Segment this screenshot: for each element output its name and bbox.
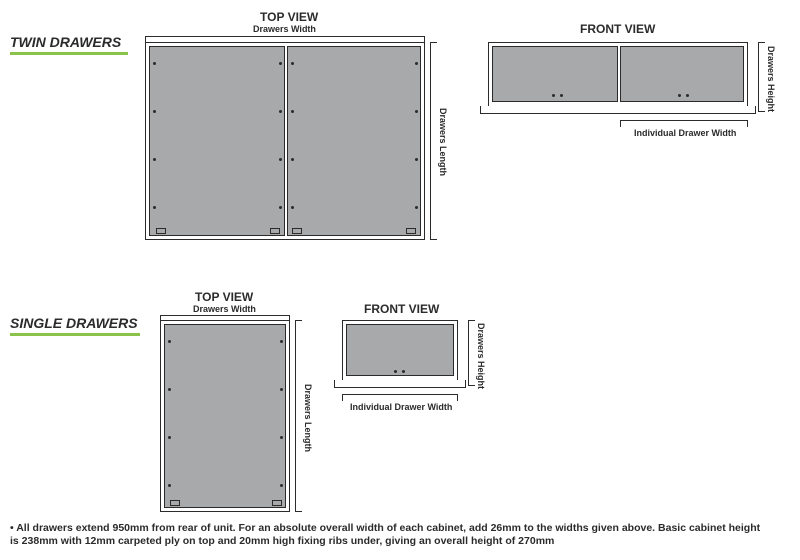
twin-top-length-bracket	[430, 42, 436, 240]
rivet	[280, 340, 283, 343]
single-top-foot	[272, 500, 282, 506]
rivet	[415, 158, 418, 161]
rivet	[415, 62, 418, 65]
rivet	[279, 110, 282, 113]
single-title: SINGLE DRAWERS	[10, 315, 138, 331]
single-front-height-bracket	[468, 320, 474, 386]
rivet	[291, 158, 294, 161]
single-indiv-width-bracket	[342, 394, 458, 400]
twin-top-right-panel	[287, 46, 421, 236]
single-top-length-bracket	[295, 320, 301, 512]
single-front-panel	[346, 324, 454, 376]
rivet	[279, 206, 282, 209]
twin-top-foot	[292, 228, 302, 234]
twin-top-foot	[406, 228, 416, 234]
single-top-width-label: Drawers Width	[193, 304, 256, 314]
twin-front-left-panel	[492, 46, 618, 102]
single-indiv-width-label: Individual Drawer Width	[350, 402, 452, 412]
twin-title-rule	[10, 52, 128, 55]
twin-top-foot	[156, 228, 166, 234]
rivet	[168, 484, 171, 487]
twin-front-right-panel	[620, 46, 744, 102]
rivet	[678, 94, 681, 97]
rivet	[560, 94, 563, 97]
single-top-panel	[164, 324, 286, 508]
rivet	[168, 436, 171, 439]
single-front-height-label: Drawers Height	[476, 323, 486, 389]
rivet	[291, 206, 294, 209]
twin-title: TWIN DRAWERS	[10, 34, 121, 50]
rivet	[153, 62, 156, 65]
rivet	[402, 370, 405, 373]
rivet	[291, 110, 294, 113]
twin-top-left-panel	[149, 46, 285, 236]
twin-top-view-label: TOP VIEW	[260, 10, 318, 24]
single-top-view-label: TOP VIEW	[195, 290, 253, 304]
rivet	[153, 110, 156, 113]
rivet	[415, 206, 418, 209]
single-top-foot	[170, 500, 180, 506]
rivet	[168, 340, 171, 343]
rivet	[394, 370, 397, 373]
rivet	[280, 436, 283, 439]
rivet	[280, 484, 283, 487]
twin-top-length-label: Drawers Length	[438, 108, 448, 176]
rivet	[552, 94, 555, 97]
twin-front-height-bracket	[758, 42, 764, 112]
footnote-text: • All drawers extend 950mm from rear of …	[10, 522, 770, 548]
twin-indiv-width-bracket	[620, 120, 748, 126]
twin-top-width-label: Drawers Width	[253, 24, 316, 34]
page-root: TWIN DRAWERS TOP VIEW Drawers Width Draw…	[0, 0, 800, 560]
rivet	[153, 206, 156, 209]
single-top-length-label: Drawers Length	[303, 384, 313, 452]
twin-front-lip	[480, 106, 756, 114]
twin-front-view-label: FRONT VIEW	[580, 22, 655, 36]
twin-front-height-label: Drawers Height	[766, 46, 776, 112]
rivet	[168, 388, 171, 391]
single-front-lip	[334, 380, 466, 388]
rivet	[279, 62, 282, 65]
rivet	[153, 158, 156, 161]
rivet	[279, 158, 282, 161]
rivet	[280, 388, 283, 391]
single-title-rule	[10, 333, 140, 336]
single-front-view-label: FRONT VIEW	[364, 302, 439, 316]
twin-indiv-width-label: Individual Drawer Width	[634, 128, 736, 138]
rivet	[415, 110, 418, 113]
twin-top-foot	[270, 228, 280, 234]
rivet	[291, 62, 294, 65]
rivet	[686, 94, 689, 97]
